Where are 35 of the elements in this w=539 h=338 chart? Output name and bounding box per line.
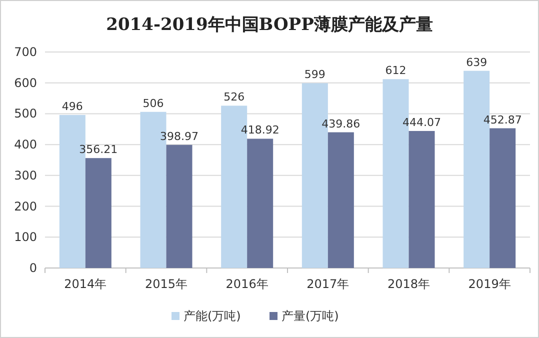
- data-label: 612: [385, 64, 406, 78]
- x-tick-label: 2014年: [64, 277, 107, 291]
- bar: [408, 130, 435, 268]
- x-tick-label: 2019年: [468, 277, 511, 291]
- data-label: 599: [304, 68, 326, 82]
- data-label: 444.07: [402, 116, 441, 129]
- bar: [328, 132, 354, 268]
- y-tick-label: 600: [14, 76, 37, 90]
- data-label: 439.86: [322, 117, 360, 130]
- x-tick-label: 2018年: [387, 277, 430, 291]
- y-tick-label: 400: [14, 138, 37, 152]
- data-label: 398.97: [160, 130, 198, 143]
- y-tick-label: 500: [14, 106, 37, 121]
- data-label: 452.87: [483, 113, 522, 126]
- data-label: 639: [466, 56, 488, 69]
- legend-label: 产能(万吨): [184, 309, 241, 323]
- data-label: 526: [224, 90, 245, 104]
- data-label: 356.21: [79, 143, 118, 156]
- chart-title: 2014-2019年中国BOPP薄膜产能及产量: [106, 15, 433, 35]
- bar: [247, 138, 274, 268]
- bar: [166, 144, 192, 268]
- y-tick-label: 100: [14, 230, 37, 244]
- x-tick-label: 2017年: [306, 277, 350, 291]
- bar: [85, 158, 112, 268]
- y-tick-label: 300: [14, 168, 37, 182]
- x-tick-label: 2016年: [226, 277, 268, 291]
- data-label: 418.92: [240, 124, 280, 137]
- y-tick-label: 700: [14, 45, 37, 59]
- y-tick-label: 0: [29, 261, 37, 275]
- data-label: 506: [142, 96, 164, 110]
- x-tick-label: 2015年: [144, 277, 188, 291]
- legend-label: 产量(万吨): [282, 309, 339, 323]
- y-tick-label: 200: [14, 199, 37, 214]
- bar: [490, 128, 516, 268]
- data-label: 496: [62, 100, 83, 113]
